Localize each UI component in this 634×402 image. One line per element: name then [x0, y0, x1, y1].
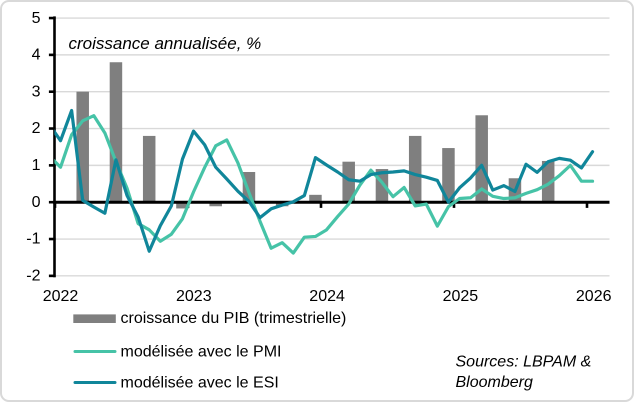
svg-text:croissance annualisée, %: croissance annualisée, % — [69, 34, 262, 53]
svg-text:2023: 2023 — [176, 288, 212, 305]
svg-text:2026: 2026 — [576, 288, 612, 305]
svg-text:4: 4 — [32, 47, 41, 64]
svg-text:2025: 2025 — [443, 288, 479, 305]
svg-text:-2: -2 — [26, 268, 40, 285]
svg-text:Sources: LBPAM &: Sources: LBPAM & — [456, 354, 592, 371]
svg-text:0: 0 — [32, 194, 41, 211]
svg-text:croissance du PIB (trimestriel: croissance du PIB (trimestrielle) — [121, 310, 347, 327]
svg-text:2024: 2024 — [309, 288, 345, 305]
svg-text:2022: 2022 — [43, 288, 79, 305]
svg-text:modélisée avec le ESI: modélisée avec le ESI — [121, 374, 279, 391]
svg-text:3: 3 — [32, 83, 41, 100]
svg-text:Bloomberg: Bloomberg — [456, 374, 533, 391]
svg-text:modélisée avec le PMI: modélisée avec le PMI — [121, 343, 282, 360]
svg-text:1: 1 — [32, 157, 41, 174]
svg-text:5: 5 — [32, 10, 41, 27]
svg-text:2: 2 — [32, 120, 41, 137]
svg-text:-1: -1 — [26, 231, 40, 248]
